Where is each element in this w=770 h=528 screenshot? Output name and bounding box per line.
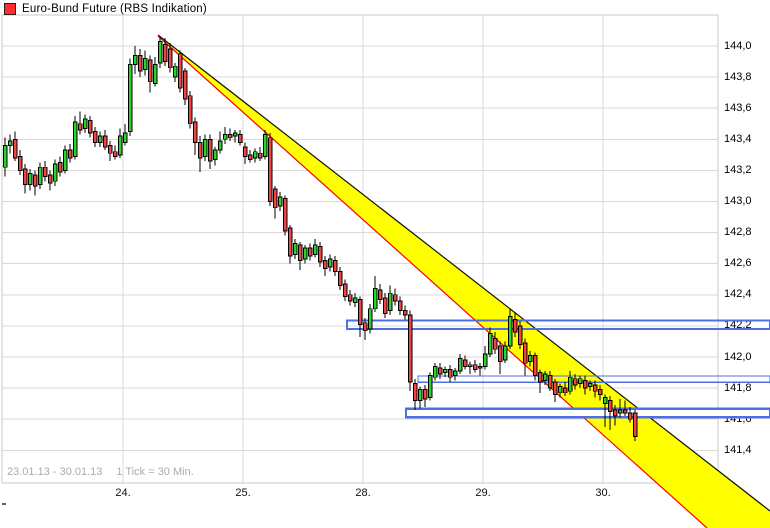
chart-period-note: 23.01.13 - 30.01.13 1 Tick = 30 Min. (7, 466, 208, 478)
x-axis-label: 24. (115, 487, 131, 499)
x-axis-label: 29. (475, 487, 491, 499)
y-axis-label: 142,4 (724, 288, 752, 301)
y-axis-label: 141,4 (724, 443, 752, 456)
y-axis-label: 142,8 (724, 226, 752, 239)
page-title: Euro-Bund Future (RBS Indikation) (22, 3, 207, 15)
y-axis-label: 142,6 (724, 257, 752, 270)
y-axis-label: 142,0 (724, 350, 752, 363)
y-axis-label: 143,4 (724, 132, 752, 145)
corner-mark (2, 503, 6, 505)
x-axis-label: 30. (595, 487, 611, 499)
x-axis-label: 28. (355, 487, 371, 499)
tick-interval-label: 1 Tick = 30 Min. (116, 466, 194, 478)
y-axis-label: 141,6 (724, 412, 752, 425)
y-axis-label: 143,8 (724, 70, 752, 83)
title-bar: Euro-Bund Future (RBS Indikation) (4, 3, 207, 15)
y-axis-label: 143,0 (724, 195, 752, 207)
y-axis-label: 144,0 (724, 39, 752, 52)
y-axis-label: 141,8 (724, 381, 752, 394)
x-axis-label: 25. (235, 487, 251, 499)
legend-color-swatch-icon (4, 3, 16, 15)
y-axis-label: 143,2 (724, 163, 752, 176)
y-axis-label: 142,2 (724, 319, 752, 332)
period-label: 23.01.13 - 30.01.13 (7, 466, 103, 478)
y-axis-label: 143,6 (724, 101, 752, 114)
